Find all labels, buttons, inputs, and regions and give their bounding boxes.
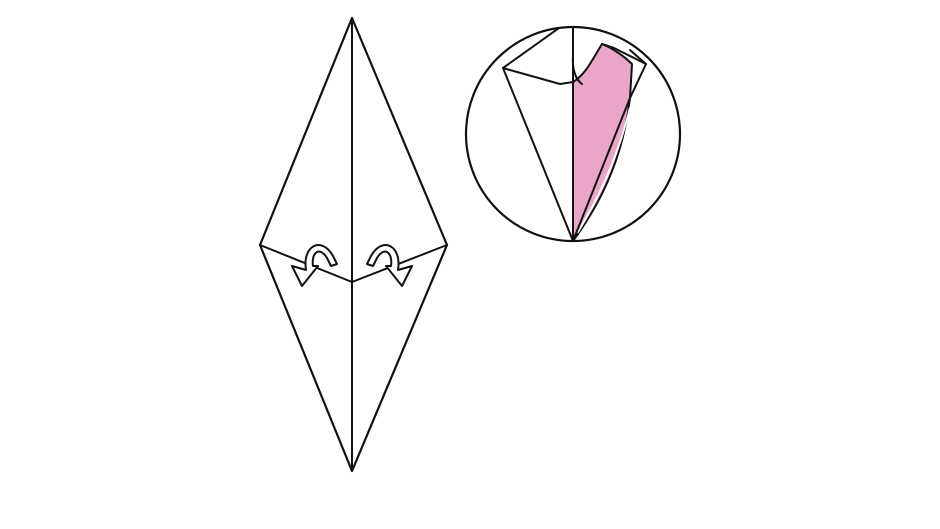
detail-right-flap-edge xyxy=(572,49,647,241)
model-outline xyxy=(258,16,449,473)
curved-arrow-icon xyxy=(291,244,338,287)
detail-center-curl xyxy=(571,55,583,85)
fold-behind-arrow-right xyxy=(366,244,413,287)
main-model xyxy=(258,16,449,473)
fold-behind-arrow-left xyxy=(291,244,338,287)
detail-view xyxy=(464,25,682,243)
curved-arrow-icon xyxy=(366,244,413,287)
detail-colored-flap xyxy=(572,43,633,241)
detail-content xyxy=(502,27,647,241)
detail-crease-highlight xyxy=(577,107,631,233)
detail-circle-outline xyxy=(464,25,682,243)
detail-top-right-edge xyxy=(601,43,647,65)
waist-fold-line xyxy=(259,244,448,283)
detail-top-edge xyxy=(502,67,574,85)
